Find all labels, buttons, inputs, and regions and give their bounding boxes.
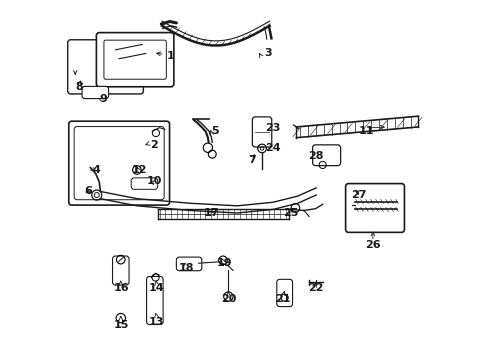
FancyBboxPatch shape [67,40,143,94]
Text: 6: 6 [84,186,92,197]
FancyBboxPatch shape [74,127,164,200]
Text: 21: 21 [275,294,290,304]
Text: 12: 12 [132,165,147,175]
Text: 3: 3 [264,48,271,58]
FancyBboxPatch shape [176,257,202,271]
FancyBboxPatch shape [112,256,129,285]
Text: 13: 13 [149,317,164,327]
Text: 19: 19 [217,258,232,268]
Text: 14: 14 [148,283,164,293]
Text: 5: 5 [211,126,219,135]
Text: 2: 2 [150,140,158,150]
Text: 24: 24 [264,143,280,153]
Text: 23: 23 [264,123,280,133]
Text: 4: 4 [93,165,101,175]
Text: 10: 10 [146,176,162,186]
Text: 1: 1 [167,51,175,61]
Text: 15: 15 [114,320,129,330]
Text: 7: 7 [248,155,256,165]
FancyBboxPatch shape [104,40,166,79]
Text: 8: 8 [75,82,82,93]
FancyBboxPatch shape [82,86,108,99]
FancyBboxPatch shape [312,145,340,166]
FancyBboxPatch shape [252,117,271,147]
FancyBboxPatch shape [146,276,163,324]
Text: 25: 25 [282,208,298,218]
Text: 22: 22 [307,283,323,293]
FancyBboxPatch shape [69,121,169,205]
Text: 11: 11 [358,126,373,135]
Text: 18: 18 [178,263,194,273]
Text: 9: 9 [99,94,106,104]
Text: 28: 28 [307,150,323,161]
Text: 16: 16 [114,283,129,293]
Text: 26: 26 [365,240,380,250]
FancyBboxPatch shape [345,184,404,232]
Text: 17: 17 [203,208,219,218]
FancyBboxPatch shape [276,279,292,307]
Text: 27: 27 [350,190,366,200]
FancyBboxPatch shape [131,178,158,189]
FancyBboxPatch shape [96,33,174,87]
Text: 20: 20 [220,294,236,304]
